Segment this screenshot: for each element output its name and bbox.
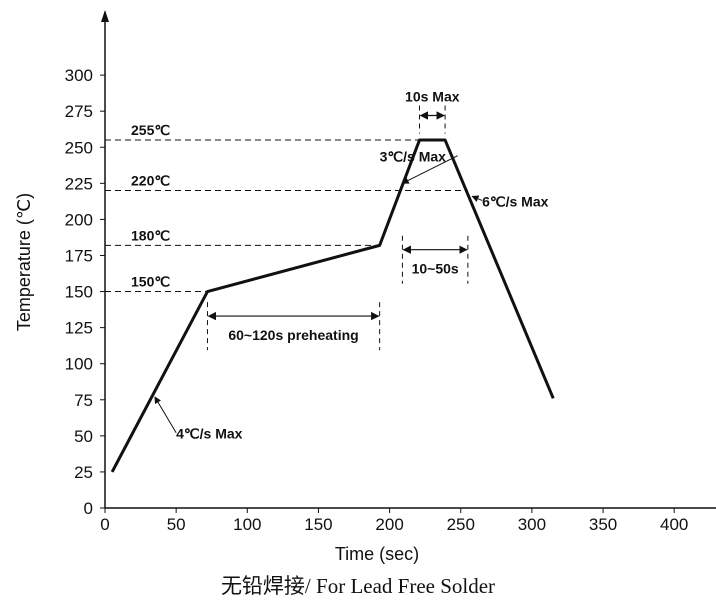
x-tick-label: 350 [589,515,617,534]
reference-line-label: 255℃ [131,122,170,138]
x-tick-label: 0 [100,515,109,534]
x-tick-label: 250 [447,515,475,534]
x-tick-label: 150 [304,515,332,534]
y-tick-label: 25 [74,463,93,482]
reflow-profile-chart: 0 50 100 150 200 250 300 350 400 0 25 50 75 100 125 150… [14,10,716,564]
y-tick-label: 75 [74,391,93,410]
x-tick-label: 50 [167,515,186,534]
interval-label: 10s Max [405,89,460,105]
y-tick-label: 200 [65,210,93,229]
y-tick-label: 175 [65,246,93,265]
series [110,138,555,473]
y-tick-label: 225 [65,174,93,193]
axis-ticks: 0 50 100 150 200 250 300 350 400 0 25 50 75 100 125 150… [65,66,689,534]
x-tick-label: 100 [233,515,261,534]
reference-line-label: 180℃ [131,227,170,243]
y-tick-label: 100 [65,355,93,374]
interval-label: 60~120s preheating [228,327,358,343]
y-tick-label: 300 [65,66,93,85]
x-tick-label: 200 [375,515,403,534]
axes [101,10,716,509]
x-tick-label: 400 [660,515,688,534]
y-tick-label: 125 [65,319,93,338]
y-tick-label: 250 [65,138,93,157]
y-tick-label: 0 [84,499,93,518]
rate-label: 4℃/s Max [176,426,243,442]
reference-line-label: 150℃ [131,274,170,290]
y-tick-label: 50 [74,427,93,446]
chart-caption: 无铅焊接/ For Lead Free Solder [220,574,496,598]
rate-label: 6℃/s Max [482,193,549,209]
y-tick-label: 150 [65,283,93,302]
annotations: 4℃/s Max 3℃/s Max 6℃/s Max [154,149,549,442]
x-tick-label: 300 [518,515,546,534]
y-axis-arrow [101,10,109,22]
rate-arrow [401,155,458,184]
rate-arrow [154,396,177,433]
reference-guides: 255℃ 220℃ 180℃ 150℃ 60~120s preheating 10~50s… [105,89,469,351]
temperature-profile-line [110,138,555,473]
y-tick-label: 275 [65,102,93,121]
reference-line-label: 220℃ [131,173,170,189]
interval-label: 10~50s [412,261,459,277]
y-axis-label: Temperature (℃) [14,193,34,331]
rate-arrow [471,195,483,202]
x-axis-label: Time (sec) [335,544,419,564]
rate-label: 3℃/s Max [380,149,447,165]
